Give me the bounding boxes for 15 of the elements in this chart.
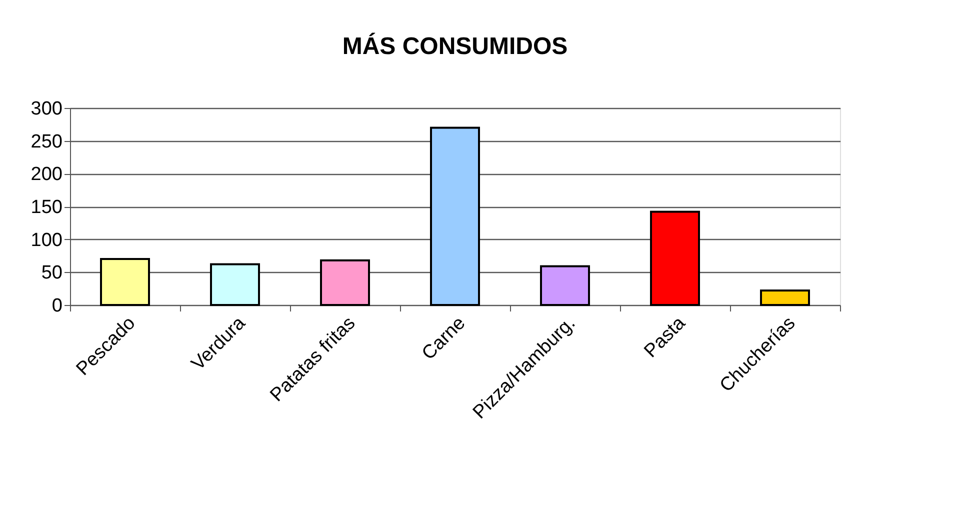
y-tick-label: 200 [30,164,62,186]
y-tick-label: 250 [30,131,62,152]
y-tick-label: 300 [30,98,62,120]
chart-title: MÁS CONSUMIDOS [342,32,568,60]
bar [320,259,370,306]
bar [210,263,260,306]
bar [540,265,590,306]
bar [650,210,700,306]
bar [100,258,150,306]
y-tick-label: 0 [52,296,62,316]
y-tick-label: 150 [30,197,62,218]
bar [760,290,810,306]
bar [430,126,480,306]
y-tick-label: 50 [41,262,62,284]
y-tick-label: 100 [30,230,62,251]
